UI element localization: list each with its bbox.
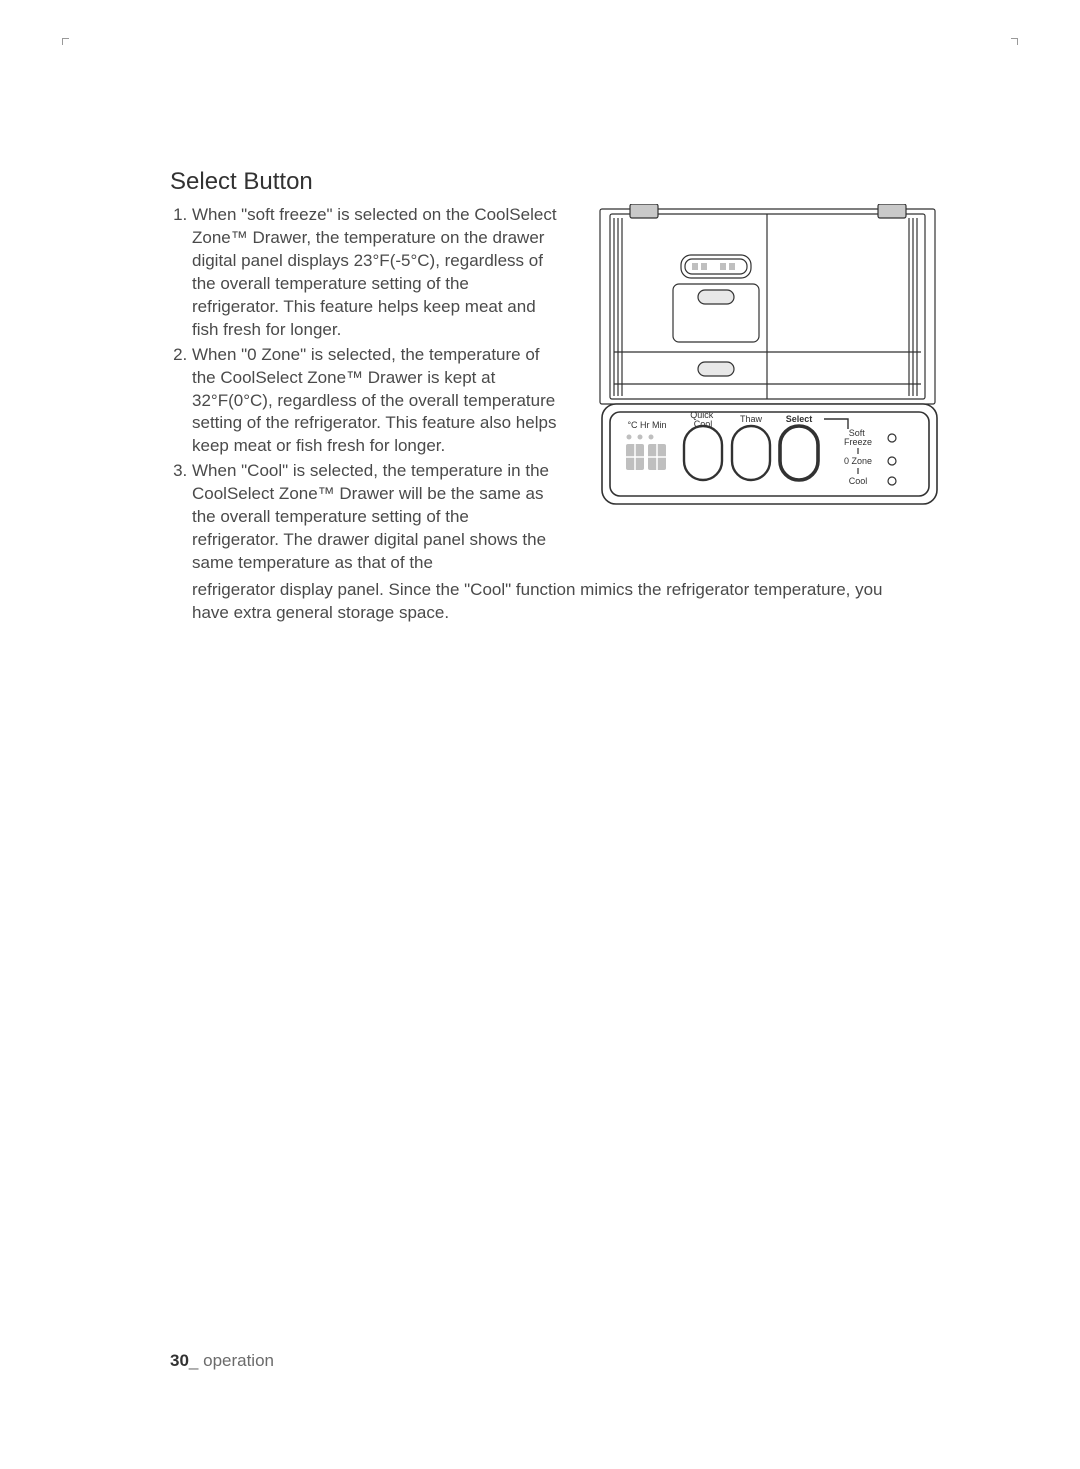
control-panel-diagram: °C Hr Min Quick Cool Thaw Select [580,204,960,524]
section-heading: Select Button [170,168,910,196]
label-c-hr-min: °C Hr Min [627,420,666,430]
crop-mark-top-right [1011,38,1018,45]
label-zero-zone: 0 Zone [844,456,872,466]
step-1: When "soft freeze" is selected on the Co… [192,204,560,342]
label-cool: Cool [849,476,868,486]
page-number: 30 [170,1351,189,1370]
step-3: When "Cool" is selected, the temperature… [192,460,560,575]
label-thaw: Thaw [740,414,763,424]
label-select: Select [786,414,813,424]
footer-section: operation [203,1351,274,1370]
page-footer: 30_ operation [170,1351,274,1371]
step-2: When "0 Zone" is selected, the temperatu… [192,344,560,459]
crop-mark-top-left [62,38,69,45]
label-quick-cool: Quick Cool [690,410,716,429]
step-3-continuation: refrigerator display panel. Since the "C… [170,579,910,625]
footer-separator: _ [189,1351,203,1370]
numbered-steps: When "soft freeze" is selected on the Co… [170,204,560,575]
